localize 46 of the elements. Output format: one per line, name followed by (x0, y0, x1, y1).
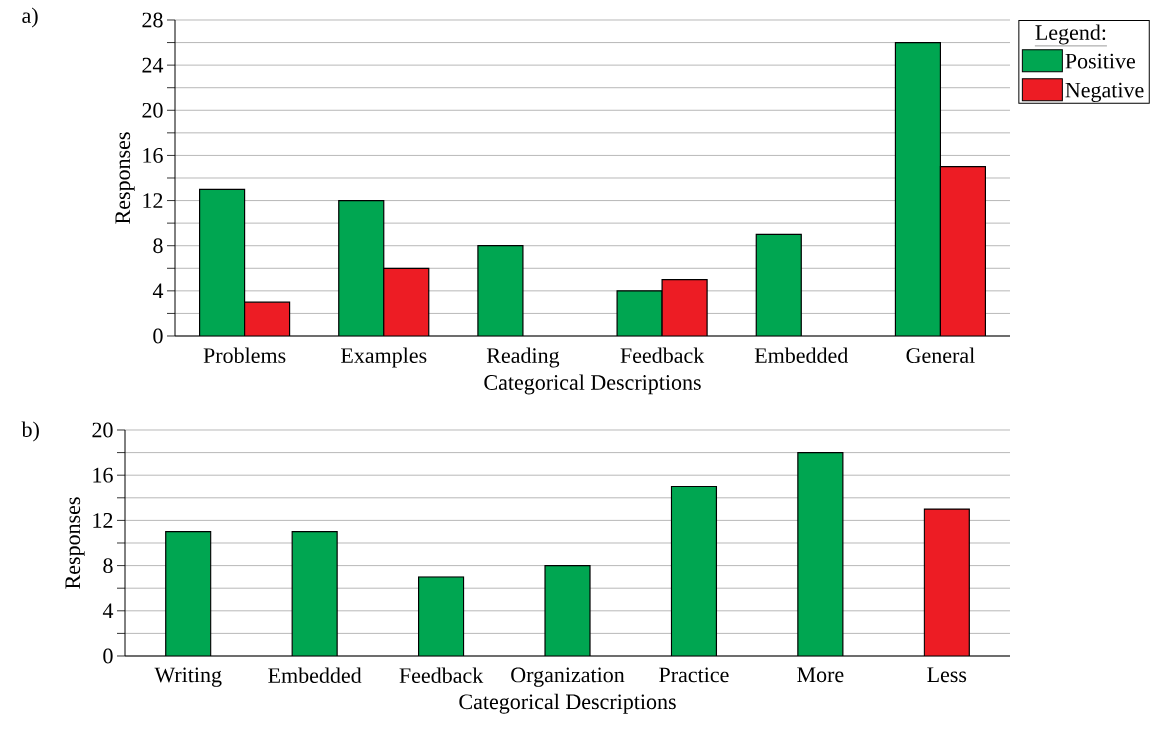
y-axis-title: Responses (115, 132, 135, 224)
x-axis-title: Categorical Descriptions (484, 374, 701, 395)
x-tick-label: Practice (659, 667, 729, 683)
y-tick-label: 12 (93, 513, 113, 528)
y-tick-label: 0 (103, 648, 113, 664)
y-tick-label: 20 (92, 422, 113, 438)
y-axis-title: Responses (65, 497, 85, 589)
y-tick-label: 16 (143, 148, 163, 163)
x-tick-label: General (906, 347, 975, 364)
y-tick-label: 4 (102, 603, 114, 619)
y-tick-label: 20 (142, 102, 163, 118)
bar (894, 41, 942, 336)
x-tick-label: Feedback (620, 347, 705, 364)
bar (617, 290, 663, 336)
bar (662, 279, 708, 336)
text: b) (21, 421, 39, 442)
x-tick-label: Organization (511, 667, 625, 687)
bar (477, 245, 523, 336)
bar (199, 189, 245, 336)
bar (756, 234, 802, 336)
y-tick-label: 28 (142, 12, 163, 28)
y-tick-label: 24 (142, 57, 164, 73)
y-tick-label: 8 (153, 238, 163, 254)
x-tick-label: Writing (154, 667, 222, 687)
x-tick-label: Examples (341, 347, 427, 368)
x-tick-label: Less (927, 667, 967, 683)
x-tick-label: Embedded (754, 347, 849, 364)
legend-title: Legend: (1035, 24, 1106, 45)
y-tick-label: 4 (152, 283, 164, 299)
bar (383, 268, 429, 336)
y-tick-label: 0 (153, 328, 163, 344)
y-tick-label: 16 (93, 467, 113, 483)
y-tick-label: 12 (143, 193, 163, 208)
text: a) (22, 7, 38, 28)
x-tick-label: Reading (486, 347, 560, 368)
x-tick-label: Feedback (399, 667, 484, 684)
x-axis-title: Categorical Descriptions (459, 693, 676, 714)
x-tick-label: More (797, 667, 844, 683)
bar (244, 302, 290, 336)
x-tick-label: Embedded (268, 667, 362, 684)
bar (338, 200, 384, 336)
x-tick-label: Problems (203, 347, 286, 364)
legend-label: Positive (1065, 53, 1135, 69)
y-tick-label: 8 (103, 558, 113, 574)
bar (939, 166, 987, 336)
legend-label: Negative (1065, 82, 1144, 103)
